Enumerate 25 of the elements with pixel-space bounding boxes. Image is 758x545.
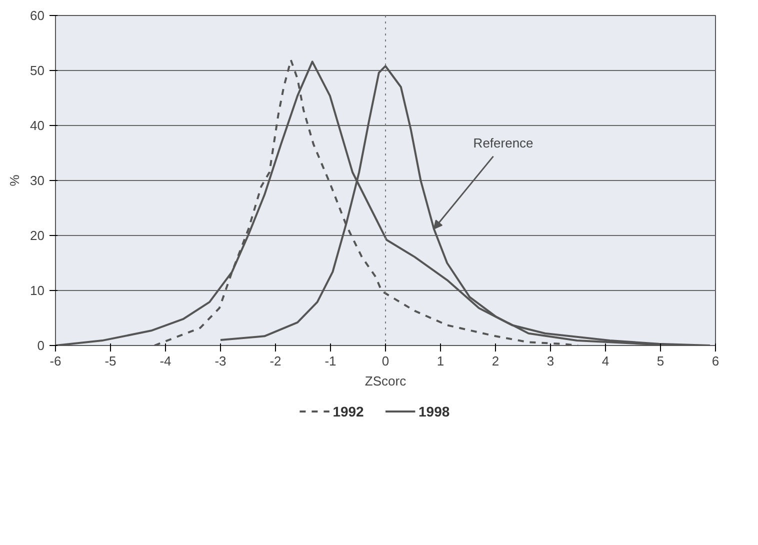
- x-tick-label: 6: [712, 354, 720, 368]
- y-axis-title: %: [7, 174, 22, 186]
- x-axis-title: ZScorc: [364, 374, 407, 388]
- x-tick-label: 4: [602, 354, 610, 368]
- x-tick-label: -1: [324, 354, 336, 368]
- x-tick-label: 0: [382, 354, 390, 368]
- x-tick-label: -6: [50, 354, 62, 368]
- x-tick-label: -3: [214, 354, 226, 368]
- y-tick-label: 20: [30, 228, 45, 243]
- x-tick-label: 3: [546, 354, 554, 368]
- x-tick-label: 2: [492, 354, 500, 368]
- legend-label: 1992: [332, 404, 364, 420]
- x-tick-label: -5: [104, 354, 116, 368]
- y-tick-label: 30: [30, 173, 45, 188]
- x-tick-label: -2: [270, 354, 282, 368]
- y-tick-label: 60: [30, 8, 45, 23]
- x-tick-label: 1: [436, 354, 444, 368]
- legend-label: 1998: [418, 404, 450, 420]
- x-tick-label: -4: [160, 354, 172, 368]
- annotation: Reference: [473, 135, 534, 150]
- y-tick-label: 10: [30, 283, 45, 298]
- y-tick-label: 0: [37, 338, 45, 353]
- y-tick-label: 40: [30, 118, 45, 133]
- y-tick-label: 50: [30, 63, 45, 78]
- x-tick-label: 5: [656, 354, 664, 368]
